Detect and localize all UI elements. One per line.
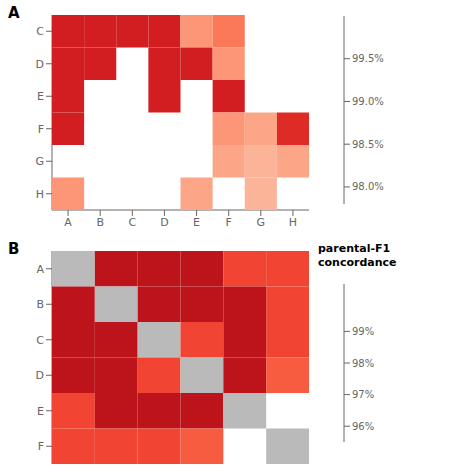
svg-text:A: A xyxy=(36,263,44,276)
svg-text:F: F xyxy=(226,216,232,229)
html-text:A: A xyxy=(8,4,20,22)
svg-text:B: B xyxy=(96,216,104,229)
html-text:parental-F1 concordance: parental-F1 concordance xyxy=(318,242,397,269)
html-text:B: B xyxy=(8,240,20,258)
svg-text:98%: 98% xyxy=(352,358,374,369)
svg-text:G: G xyxy=(257,216,266,229)
svg-text:F: F xyxy=(38,123,44,136)
svg-text:C: C xyxy=(36,25,44,38)
svg-text:F: F xyxy=(38,440,44,453)
svg-text:H: H xyxy=(36,188,44,201)
svg-text:97%: 97% xyxy=(352,389,374,400)
svg-text:G: G xyxy=(35,155,44,168)
svg-text:99.0%: 99.0% xyxy=(352,96,384,107)
svg-text:E: E xyxy=(193,216,200,229)
svg-text:99%: 99% xyxy=(352,326,374,337)
svg-text:C: C xyxy=(128,216,136,229)
svg-text:E: E xyxy=(37,90,44,103)
svg-text:D: D xyxy=(36,58,44,71)
svg-text:A: A xyxy=(64,216,72,229)
svg-text:D: D xyxy=(160,216,168,229)
svg-text:B: B xyxy=(36,298,44,311)
svg-text:D: D xyxy=(36,369,44,382)
svg-text:98.5%: 98.5% xyxy=(352,139,384,150)
svg-text:96%: 96% xyxy=(352,421,374,432)
svg-text:98.0%: 98.0% xyxy=(352,181,384,192)
svg-text:H: H xyxy=(289,216,297,229)
svg-text:E: E xyxy=(37,405,44,418)
svg-text:99.5%: 99.5% xyxy=(352,53,384,64)
svg-text:C: C xyxy=(36,334,44,347)
